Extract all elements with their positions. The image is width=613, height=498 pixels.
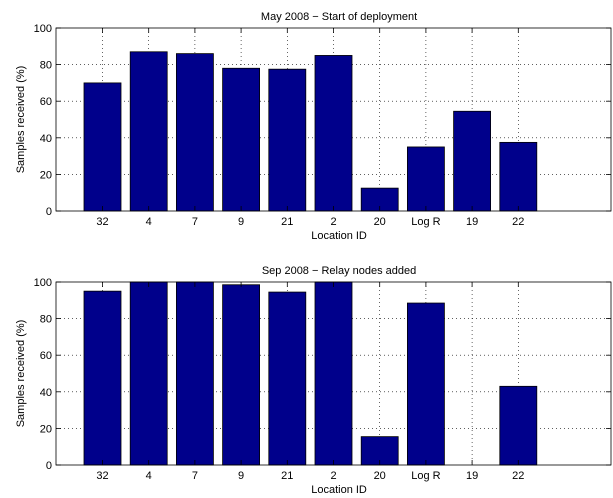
bar [175,281,214,466]
bar [499,141,538,212]
bar [175,53,214,212]
bar [129,51,168,212]
chart-sep-2008: 0 20 40 60 80 100 32 4 7 9 21 2 20 Log R 19 22 Sep 2008 … [15,265,612,496]
y-axis-label: Samples received (%) [15,320,27,428]
y-tick-label: 0 [46,460,52,472]
x-tick-label: 7 [192,470,198,482]
chart-may-2008: 0 20 40 60 80 100 32 4 7 9 21 2 20 Log R 19 22 May 2008 … [15,11,612,242]
y-tick-label: 40 [40,133,52,145]
x-tick-label: 9 [238,216,244,228]
y-tick-label: 80 [40,60,52,72]
x-tick-label: 4 [146,216,152,228]
x-tick-label: 7 [192,216,198,228]
bar [406,302,445,466]
chart-title: May 2008 − Start of deployment [261,11,417,23]
x-tick-label: 4 [146,470,152,482]
bar [499,385,538,466]
bar [453,110,492,212]
x-tick-label: 21 [281,216,293,228]
bar [314,55,353,212]
bar [406,146,445,212]
y-tick-label: 60 [40,350,52,362]
x-tick-label: 20 [374,216,386,228]
x-tick-label: 20 [374,470,386,482]
x-tick-label: 19 [466,216,478,228]
x-tick-label: 32 [96,470,108,482]
x-tick-label: 19 [466,470,478,482]
bar [222,284,261,466]
x-tick-label: 21 [281,470,293,482]
bar [222,67,261,212]
bar [314,281,353,466]
bar [83,290,122,466]
chart-title: Sep 2008 − Relay nodes added [262,265,416,277]
y-tick-label: 0 [46,206,52,218]
bar [129,281,168,466]
y-tick-label: 80 [40,314,52,326]
x-axis-label: Location ID [311,484,367,496]
bar [268,291,307,466]
x-tick-label: 9 [238,470,244,482]
y-axis-label: Samples received (%) [15,66,27,174]
bar [83,82,122,212]
x-axis-label: Location ID [311,230,367,242]
y-tick-label: 40 [40,387,52,399]
axes-frame [55,281,612,466]
x-tick-label: 22 [512,470,524,482]
x-tick-label: 22 [512,216,524,228]
y-tick-label: 100 [34,277,52,289]
y-tick-label: 20 [40,423,52,435]
y-tick-label: 100 [34,23,52,35]
x-tick-label: 2 [330,470,336,482]
x-tick-label: 2 [330,216,336,228]
y-tick-label: 20 [40,169,52,181]
y-tick-label: 60 [40,96,52,108]
x-tick-label: Log R [411,216,440,228]
bar [268,68,307,212]
x-tick-label: Log R [411,470,440,482]
axes-frame [55,27,612,212]
x-tick-label: 32 [96,216,108,228]
